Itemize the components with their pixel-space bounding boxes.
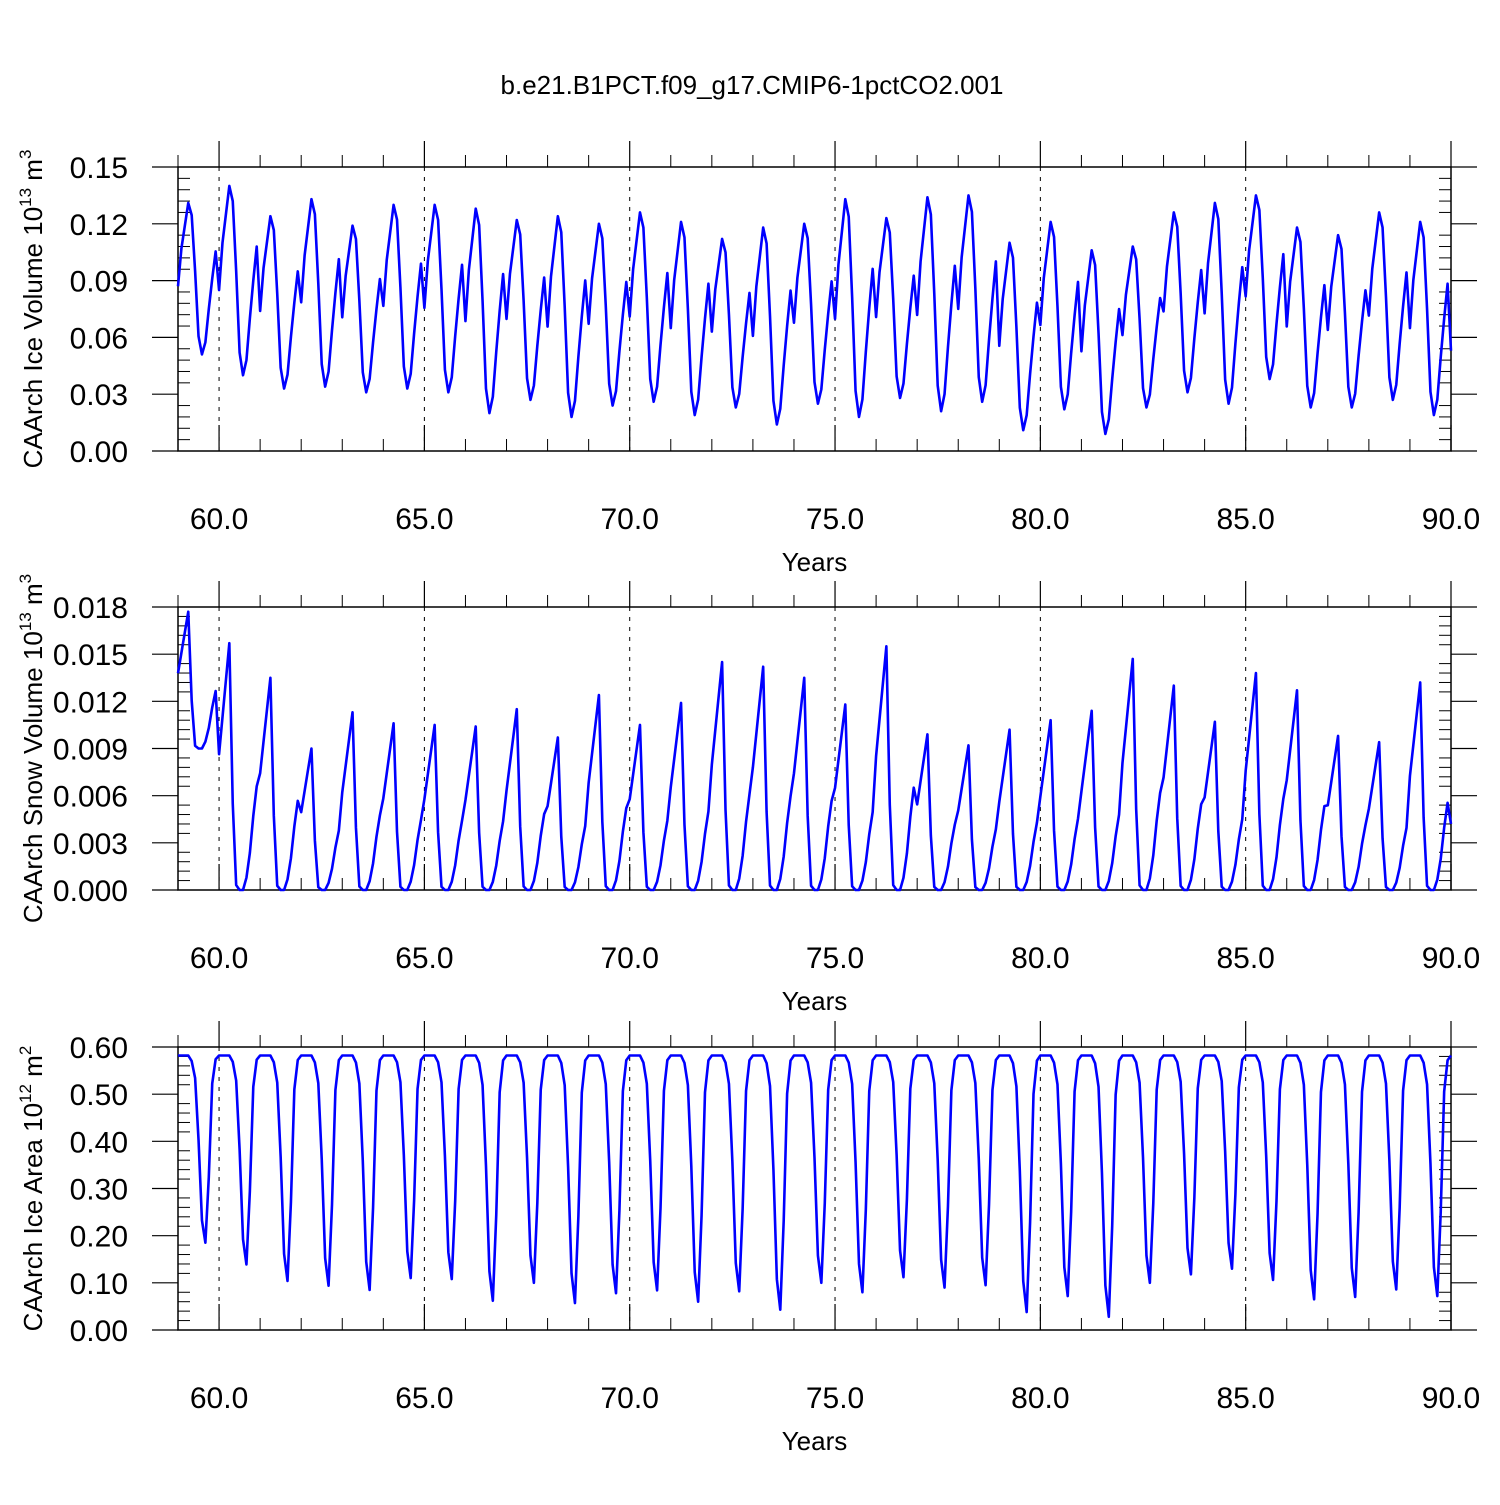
x-tick-label: 75.0 (806, 942, 864, 975)
y-tick-label: 0.09 (70, 266, 128, 299)
y-tick-label: 0.000 (53, 875, 128, 908)
x-tick-label: 75.0 (806, 1382, 864, 1415)
y-tick-label: 0.15 (70, 152, 128, 185)
panel-1: 0.00 0.03 0.06 0.09 0.12 0.15 60.0 65.0 70.0 75.0… (16, 141, 1480, 577)
y-tick-label: 0.30 (70, 1174, 128, 1207)
y-axis-label: CAArch Ice Area 1012 m2 (16, 1046, 48, 1332)
y-tick-label: 0.015 (53, 639, 128, 672)
x-tick-label: 80.0 (1011, 1382, 1069, 1415)
panels-group: 0.00 0.03 0.06 0.09 0.12 0.15 60.0 65.0 70.0 75.0… (16, 141, 1480, 1456)
plot-frame (177, 166, 1452, 452)
figure-title: b.e21.B1PCT.f09_g17.CMIP6-1pctCO2.001 (501, 70, 1004, 100)
x-tick-label: 70.0 (601, 1382, 659, 1415)
y-tick-label: 0.03 (70, 379, 128, 412)
x-tick-label: 80.0 (1011, 503, 1069, 536)
x-tick-label: 85.0 (1216, 503, 1274, 536)
x-tick-label: 60.0 (190, 942, 248, 975)
x-tick-label: 70.0 (601, 503, 659, 536)
x-axis-label: Years (782, 547, 848, 577)
x-tick-label: 80.0 (1011, 942, 1069, 975)
x-tick-label: 90.0 (1422, 503, 1480, 536)
x-tick-label: 65.0 (395, 503, 453, 536)
y-tick-label: 0.009 (53, 734, 128, 767)
y-axis-label: CAArch Ice Volume 1013 m3 (16, 150, 48, 469)
y-tick-label: 0.003 (53, 828, 128, 861)
x-tick-label: 60.0 (190, 503, 248, 536)
y-tick-label: 0.00 (70, 1315, 128, 1348)
panel-3: 0.00 0.10 0.20 0.30 0.40 0.50 0.60 60.0 65.0 70.0… (16, 1021, 1480, 1456)
y-tick-label: 0.60 (70, 1032, 128, 1065)
x-tick-label: 70.0 (601, 942, 659, 975)
y-tick-label: 0.06 (70, 322, 128, 355)
x-tick-label: 85.0 (1216, 942, 1274, 975)
x-axis-label: Years (782, 1426, 848, 1456)
x-tick-label: 65.0 (395, 1382, 453, 1415)
x-tick-label: 90.0 (1422, 942, 1480, 975)
panel-2: 0.000 0.003 0.006 0.009 0.012 0.015 0.018 60.0 6… (16, 574, 1480, 1016)
y-tick-label: 0.018 (53, 592, 128, 625)
y-tick-label: 0.12 (70, 209, 128, 242)
y-tick-label: 0.012 (53, 686, 128, 719)
x-tick-label: 75.0 (806, 503, 864, 536)
y-axis-label: CAArch Snow Volume 1013 m3 (16, 574, 48, 923)
y-tick-label: 0.20 (70, 1221, 128, 1254)
x-tick-label: 60.0 (190, 1382, 248, 1415)
series-line (176, 610, 1453, 892)
x-tick-label: 85.0 (1216, 1382, 1274, 1415)
x-tick-label: 65.0 (395, 942, 453, 975)
y-tick-label: 0.10 (70, 1268, 128, 1301)
series-line (176, 184, 1453, 436)
x-tick-label: 90.0 (1422, 1382, 1480, 1415)
x-axis-label: Years (782, 986, 848, 1016)
y-tick-label: 0.40 (70, 1126, 128, 1159)
series-line (178, 1054, 1453, 1319)
y-tick-label: 0.006 (53, 781, 128, 814)
y-tick-label: 0.50 (70, 1079, 128, 1112)
y-tick-label: 0.00 (70, 436, 128, 469)
